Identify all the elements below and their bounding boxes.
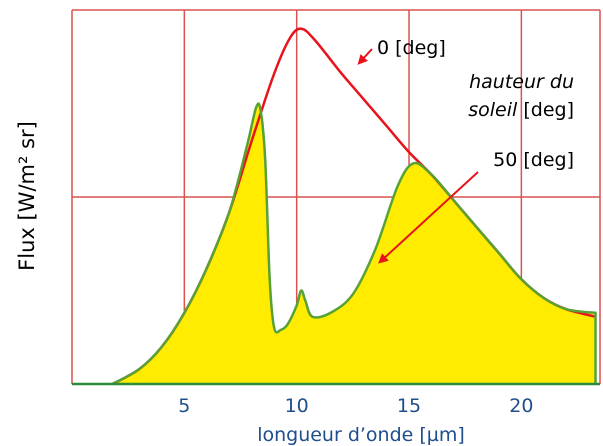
x-tick-label-20: 20 [509, 395, 533, 417]
x-tick-label-10: 10 [285, 395, 309, 417]
series-50-deg-fill [112, 103, 596, 384]
annotation-soleil: soleil [deg] [468, 99, 574, 121]
y-axis-label: Flux [W/m² sr] [15, 121, 39, 271]
x-tick-label-15: 15 [397, 395, 421, 417]
grid-lines [71, 9, 601, 384]
annotation-arrows [357, 48, 479, 264]
x-axis-label: longueur d’onde [µm] [257, 424, 465, 446]
arrow-50-deg [378, 171, 479, 264]
x-tick-label-5: 5 [178, 395, 190, 417]
annotation-soleil-italic: soleil [468, 99, 518, 121]
annotation-50-deg: 50 [deg] [493, 149, 574, 171]
series-50-deg-line [111, 102, 597, 386]
arrow-0-deg [357, 48, 373, 65]
annotation-0-deg: 0 [deg] [377, 37, 446, 59]
x-tick-labels: 5 10 15 20 [178, 395, 533, 417]
annotation-soleil-suffix: [deg] [517, 99, 574, 121]
annotation-hauteur: hauteur du [469, 71, 574, 93]
